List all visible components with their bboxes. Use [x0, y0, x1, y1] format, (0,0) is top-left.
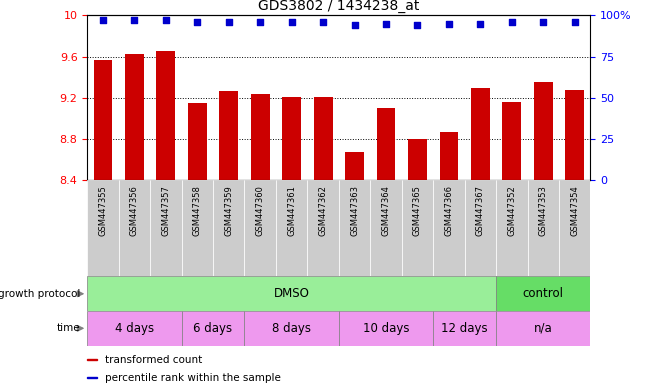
Point: [444, 20, 454, 27]
Bar: [219, 91, 238, 180]
Text: GSM447367: GSM447367: [476, 185, 485, 236]
Point: [255, 19, 266, 25]
Text: GSM447365: GSM447365: [413, 185, 422, 236]
Text: GSM447354: GSM447354: [570, 185, 579, 236]
Text: growth protocol: growth protocol: [0, 289, 81, 299]
Bar: [307, 180, 339, 276]
Text: 10 days: 10 days: [363, 322, 409, 335]
Bar: [244, 180, 276, 276]
Bar: [87, 276, 496, 311]
Text: 8 days: 8 days: [272, 322, 311, 335]
Point: [223, 19, 234, 25]
Text: GSM447352: GSM447352: [507, 185, 517, 236]
Bar: [339, 311, 433, 346]
Text: 6 days: 6 days: [193, 322, 233, 335]
Bar: [125, 53, 144, 180]
Point: [507, 19, 517, 25]
Point: [287, 19, 297, 25]
Bar: [527, 180, 559, 276]
Bar: [282, 97, 301, 180]
Bar: [93, 60, 113, 180]
Text: DMSO: DMSO: [274, 287, 309, 300]
Bar: [559, 180, 590, 276]
Bar: [496, 311, 590, 346]
Text: 4 days: 4 days: [115, 322, 154, 335]
Text: control: control: [523, 287, 564, 300]
Bar: [345, 152, 364, 180]
Text: percentile rank within the sample: percentile rank within the sample: [105, 372, 280, 383]
Bar: [87, 377, 97, 378]
Text: GSM447355: GSM447355: [99, 185, 107, 236]
Text: GSM447360: GSM447360: [256, 185, 265, 236]
Bar: [376, 108, 395, 180]
Point: [192, 19, 203, 25]
Text: GSM447353: GSM447353: [539, 185, 548, 236]
Bar: [402, 180, 433, 276]
Text: GSM447363: GSM447363: [350, 185, 359, 236]
Text: GSM447362: GSM447362: [319, 185, 327, 236]
Text: transformed count: transformed count: [105, 354, 202, 365]
Text: GSM447364: GSM447364: [382, 185, 391, 236]
Bar: [496, 180, 527, 276]
Point: [129, 17, 140, 23]
Bar: [433, 311, 496, 346]
Bar: [150, 180, 182, 276]
Point: [412, 22, 423, 28]
Point: [475, 20, 486, 27]
Bar: [565, 90, 584, 180]
Bar: [471, 88, 490, 180]
Bar: [339, 180, 370, 276]
Bar: [464, 180, 496, 276]
Text: GSM447366: GSM447366: [444, 185, 454, 236]
Bar: [440, 132, 458, 180]
Point: [380, 20, 391, 27]
Bar: [182, 311, 244, 346]
Bar: [503, 102, 521, 180]
Bar: [313, 97, 333, 180]
Bar: [534, 83, 553, 180]
Point: [97, 17, 108, 23]
Bar: [408, 139, 427, 180]
Point: [349, 22, 360, 28]
Bar: [213, 180, 244, 276]
Bar: [188, 103, 207, 180]
Bar: [370, 180, 402, 276]
Bar: [244, 311, 339, 346]
Bar: [87, 311, 182, 346]
Bar: [156, 51, 175, 180]
Bar: [276, 180, 307, 276]
Text: GSM447361: GSM447361: [287, 185, 296, 236]
Text: GSM447358: GSM447358: [193, 185, 202, 236]
Point: [318, 19, 329, 25]
Text: GSM447359: GSM447359: [224, 185, 234, 236]
Text: GSM447357: GSM447357: [161, 185, 170, 236]
Text: time: time: [57, 323, 81, 333]
Bar: [87, 180, 119, 276]
Bar: [433, 180, 464, 276]
Text: GSM447356: GSM447356: [130, 185, 139, 236]
Text: 12 days: 12 days: [442, 322, 488, 335]
Bar: [119, 180, 150, 276]
Point: [160, 17, 171, 23]
Text: n/a: n/a: [534, 322, 553, 335]
Title: GDS3802 / 1434238_at: GDS3802 / 1434238_at: [258, 0, 419, 13]
Point: [538, 19, 549, 25]
Point: [570, 19, 580, 25]
Bar: [87, 359, 97, 360]
Bar: [182, 180, 213, 276]
Bar: [251, 94, 270, 180]
Bar: [496, 276, 590, 311]
